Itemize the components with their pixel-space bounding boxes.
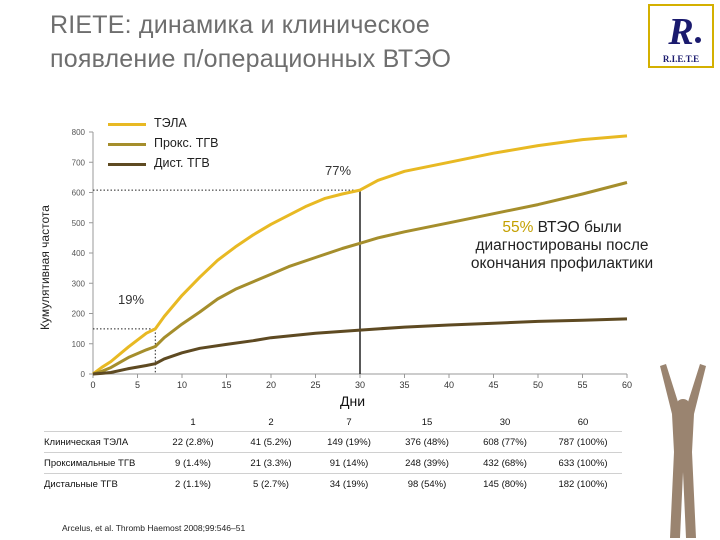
x-tick-label: 60 [622,380,632,390]
y-tick-label: 200 [72,310,86,319]
table-row-label: Проксимальные ТГВ [44,452,154,474]
legend-swatch-pe [108,123,146,126]
table-row: Проксимальные ТГВ 9 (1.4%) 21 (3.3%) 91 … [44,452,622,474]
table-cell: 22 (2.8%) [154,431,232,453]
x-axis-label: Дни [340,393,366,409]
slide-title: RIETE: динамика и клиническое появление … [50,8,610,76]
annotation-text: ВТЭО были диагностированы после окончани… [470,219,654,272]
y-tick-label: 700 [72,158,86,167]
table-cell: 2 (1.1%) [154,473,232,494]
events-table: 1 2 7 15 30 60 Клиническая ТЭЛА 22 (2.8%… [44,414,622,494]
series-line-0 [92,134,628,376]
table-cell: 91 (14%) [310,452,388,474]
table-cell: 98 (54%) [388,473,466,494]
y-tick-label: 300 [72,279,86,288]
y-tick-label: 100 [72,340,86,349]
y-tick-label: 800 [72,128,86,137]
x-tick-label: 20 [266,380,276,390]
x-tick-label: 25 [310,380,320,390]
table-row-label: Клиническая ТЭЛА [44,431,154,453]
x-tick-label: 30 [355,380,365,390]
table-header-row: 1 2 7 15 30 60 [44,414,622,432]
x-tick-label: 50 [533,380,543,390]
legend-label-pe: ТЭЛА [154,116,187,130]
table-row: Клиническая ТЭЛА 22 (2.8%) 41 (5.2%) 149… [44,431,622,453]
y-tick-label: 600 [72,189,86,198]
legend-swatch-proximal [108,143,146,146]
table-cell: 248 (39%) [388,452,466,474]
x-tick-label: 15 [221,380,231,390]
y-tick-label: 500 [72,219,86,228]
table-header-cell: 60 [577,417,589,428]
series-line-2 [92,317,628,376]
table-header-cell: 30 [499,417,511,428]
table-cell: 787 (100%) [544,431,622,453]
annotation-19-percent: 19% [118,292,145,307]
riete-logo: R R.I.E.T.E [648,4,714,68]
citation: Arcelus, et al. Thromb Haemost 2008;99:5… [62,523,246,533]
x-tick-label: 10 [177,380,187,390]
annotation-highlight: 55% [502,219,534,236]
annotation-post-prophylaxis: 55% ВТЭО были диагностированы после окон… [455,219,669,273]
table-cell: 41 (5.2%) [232,431,310,453]
y-tick-label: 0 [81,370,86,379]
table-row-label: Дистальные ТГВ [44,473,154,494]
title-line-2: появление п/операционных ВТЭО [50,45,452,73]
logo-text: R.I.E.T.E [662,54,700,64]
stretching-figure-icon [660,364,706,538]
table-cell: 145 (80%) [466,473,544,494]
x-tick-label: 40 [444,380,454,390]
legend-label-proximal: Прокс. ТГВ [154,136,219,150]
table-corner [44,414,154,432]
table-cell: 432 (68%) [466,452,544,474]
x-tick-label: 5 [135,380,140,390]
title-line-1: RIETE: динамика и клиническое [50,11,430,39]
x-tick-label: 0 [90,380,95,390]
y-tick-label: 400 [72,249,86,258]
table-cell: 9 (1.4%) [154,452,232,474]
table-header-cell: 2 [268,417,274,428]
table-header-cell: 7 [346,417,352,428]
legend-label-distal: Дист. ТГВ [154,156,210,170]
table-cell: 633 (100%) [544,452,622,474]
table-cell: 608 (77%) [466,431,544,453]
table-cell: 5 (2.7%) [232,473,310,494]
x-tick-label: 35 [399,380,409,390]
table-row: Дистальные ТГВ 2 (1.1%) 5 (2.7%) 34 (19%… [44,473,622,494]
table-header-cell: 1 [190,417,196,428]
table-header-cell: 15 [421,417,433,428]
table-cell: 376 (48%) [388,431,466,453]
table-cell: 182 (100%) [544,473,622,494]
series-line-1 [92,181,628,376]
legend-swatch-distal [108,163,146,166]
riete-logo-icon: R [648,4,714,68]
x-tick-label: 45 [488,380,498,390]
svg-text:R: R [667,11,693,53]
table-cell: 34 (19%) [310,473,388,494]
table-cell: 149 (19%) [310,431,388,453]
x-tick-label: 55 [577,380,587,390]
table-cell: 21 (3.3%) [232,452,310,474]
annotation-77-percent: 77% [325,163,352,178]
